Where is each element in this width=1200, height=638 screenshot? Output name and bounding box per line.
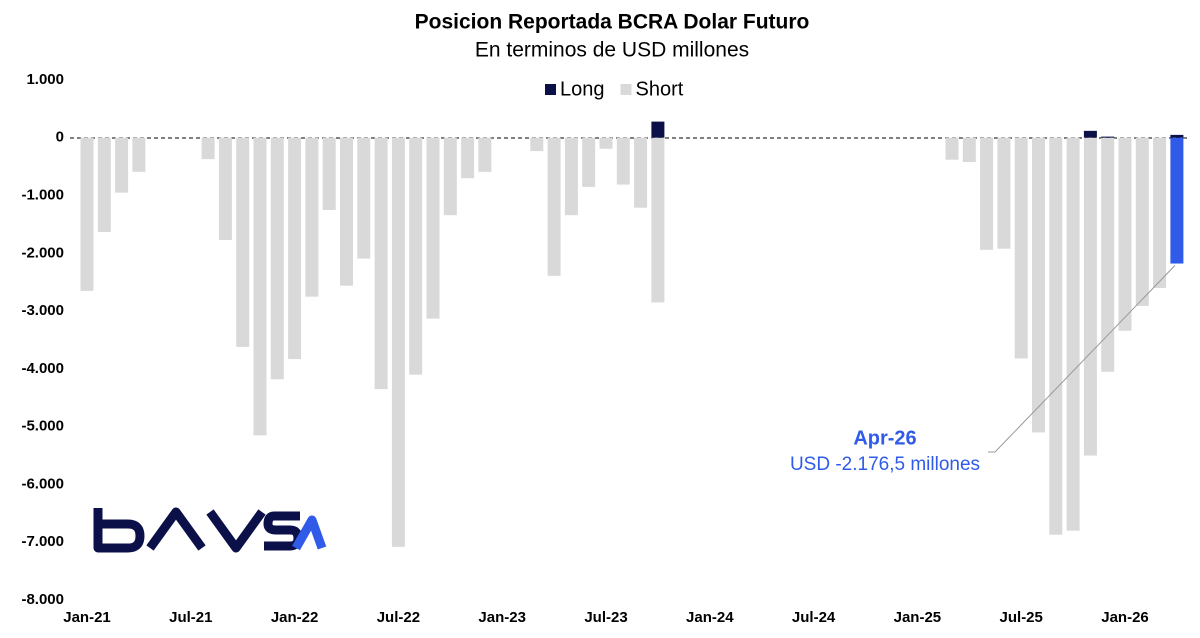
bar (391, 137, 405, 547)
y-tick-label: 0 (56, 129, 64, 146)
bar (253, 137, 267, 436)
bar (1032, 137, 1045, 433)
bar (1101, 137, 1115, 372)
annotation-title: Apr-26 (853, 427, 916, 449)
legend-label: Short (636, 78, 684, 100)
bar (97, 137, 111, 232)
bar (1049, 137, 1063, 535)
bar (582, 137, 596, 187)
legend-label: Long (560, 78, 605, 100)
bar (80, 137, 94, 291)
y-tick-label: -4.000 (21, 360, 64, 377)
x-tick-label: Jul-22 (377, 609, 420, 626)
bar (945, 137, 959, 160)
x-tick-label: Jul-24 (792, 609, 836, 626)
bar (1170, 137, 1184, 264)
legend-swatch (545, 84, 556, 95)
bar (1066, 137, 1080, 531)
legend-swatch (620, 84, 632, 95)
bar (340, 137, 353, 286)
x-tick-label: Jul-23 (584, 609, 627, 626)
bar (599, 137, 613, 149)
bar (1170, 134, 1184, 138)
y-tick-label: -6.000 (21, 475, 64, 492)
bar (1118, 137, 1132, 331)
bar (1101, 136, 1115, 138)
bar (564, 137, 578, 216)
y-tick-label: 1.000 (26, 71, 64, 88)
y-tick-label: -5.000 (21, 418, 64, 435)
x-tick-label: Jan-23 (478, 609, 526, 626)
bar (443, 137, 457, 216)
bar (409, 137, 423, 375)
y-tick-label: -2.000 (21, 244, 64, 261)
logo (93, 507, 327, 553)
bar (1014, 137, 1028, 359)
y-tick-label: -3.000 (21, 302, 64, 319)
chart-subtitle: En terminos de USD millones (475, 39, 749, 62)
bar (1153, 137, 1167, 288)
bar (305, 137, 319, 297)
x-tick-label: Jul-21 (169, 609, 212, 626)
x-tick-label: Jan-24 (686, 609, 734, 626)
bar (236, 137, 250, 347)
bar (547, 137, 561, 276)
bar (201, 137, 215, 160)
bar (980, 137, 994, 250)
bar (530, 137, 544, 152)
chart-title: Posicion Reportada BCRA Dolar Futuro (415, 11, 810, 34)
bar (288, 137, 302, 360)
x-tick-label: Jan-22 (271, 609, 319, 626)
bar (218, 137, 232, 241)
bar (962, 137, 976, 163)
x-tick-label: Jul-25 (1000, 609, 1043, 626)
bar (132, 137, 146, 172)
y-tick-label: -7.000 (21, 533, 64, 550)
x-tick-label: Jan-26 (1101, 609, 1149, 626)
bar (651, 121, 665, 138)
bar (1083, 137, 1097, 456)
bar (1135, 137, 1149, 306)
bar (1083, 130, 1097, 138)
bar (270, 137, 284, 380)
x-tick-label: Jan-21 (63, 609, 111, 626)
x-tick-label: Jan-25 (894, 609, 942, 626)
bar (115, 137, 129, 193)
bar (478, 137, 492, 172)
bar (374, 137, 388, 390)
y-tick-label: -1.000 (21, 187, 64, 204)
bar (322, 137, 336, 210)
bar (426, 137, 440, 319)
y-tick-label: -8.000 (21, 591, 64, 608)
bar (651, 137, 665, 303)
bar (357, 137, 371, 259)
annotation-leader (988, 265, 1176, 453)
bar (997, 137, 1011, 249)
bar (634, 137, 648, 208)
annotation-text: USD -2.176,5 millones (790, 454, 980, 475)
bar (461, 137, 475, 179)
bar (616, 137, 630, 185)
